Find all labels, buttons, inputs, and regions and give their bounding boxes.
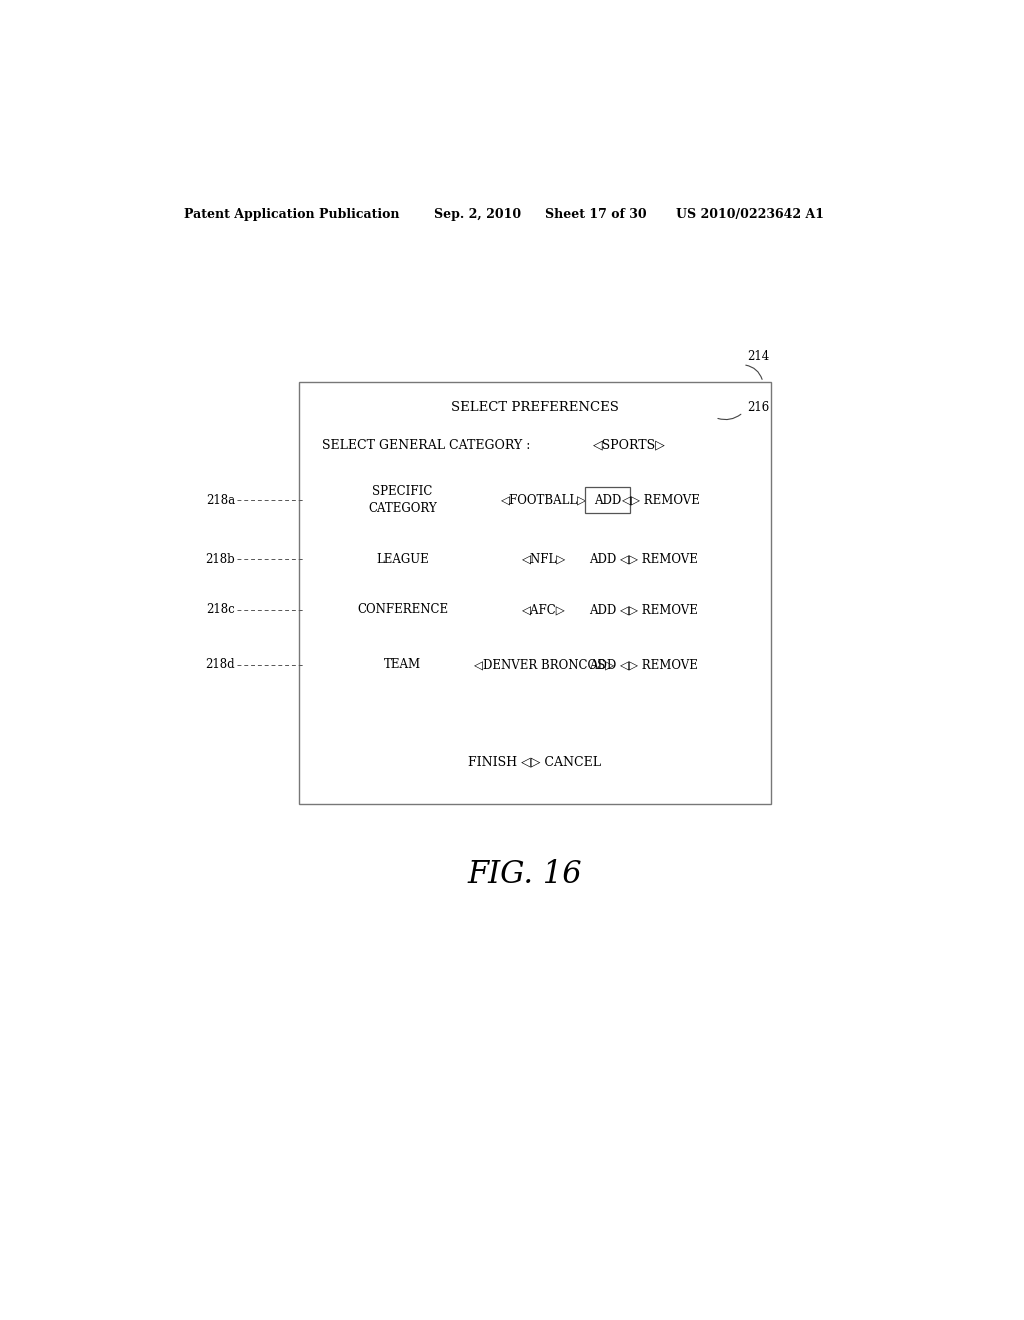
Bar [585, 487, 630, 513]
Text: SELECT GENERAL CATEGORY :: SELECT GENERAL CATEGORY : [322, 438, 530, 451]
Text: 218b: 218b [206, 553, 236, 566]
Text: ADD: ADD [594, 494, 621, 507]
Text: FINISH ◁▷ CANCEL: FINISH ◁▷ CANCEL [468, 755, 601, 768]
Text: ADD ◁▷ REMOVE: ADD ◁▷ REMOVE [589, 659, 697, 671]
Text: LEAGUE: LEAGUE [376, 553, 429, 566]
Text: 218d: 218d [206, 659, 236, 671]
Text: Sep. 2, 2010: Sep. 2, 2010 [433, 207, 520, 220]
Text: CONFERENCE: CONFERENCE [357, 603, 449, 616]
Text: ADD ◁▷ REMOVE: ADD ◁▷ REMOVE [589, 553, 697, 566]
Text: US 2010/0223642 A1: US 2010/0223642 A1 [676, 207, 823, 220]
Text: 218a: 218a [206, 494, 236, 507]
Text: ◁SPORTS▷: ◁SPORTS▷ [593, 438, 666, 451]
Text: TEAM: TEAM [384, 659, 421, 671]
Text: ◁DENVER BRONCOS▷: ◁DENVER BRONCOS▷ [474, 659, 614, 671]
Bar [299, 381, 771, 804]
Text: 214: 214 [748, 350, 769, 363]
Text: 218c: 218c [207, 603, 236, 616]
Text: ◁AFC▷: ◁AFC▷ [522, 603, 566, 616]
Text: Sheet 17 of 30: Sheet 17 of 30 [545, 207, 646, 220]
Text: ◁NFL▷: ◁NFL▷ [522, 553, 566, 566]
Text: Patent Application Publication: Patent Application Publication [183, 207, 399, 220]
Text: ◁▷ REMOVE: ◁▷ REMOVE [623, 494, 700, 507]
Text: ◁FOOTBALL▷: ◁FOOTBALL▷ [501, 494, 587, 507]
Text: FIG. 16: FIG. 16 [468, 859, 582, 891]
Text: SPECIFIC
CATEGORY: SPECIFIC CATEGORY [369, 486, 437, 515]
Text: ADD ◁▷ REMOVE: ADD ◁▷ REMOVE [589, 603, 697, 616]
Text: SELECT PREFERENCES: SELECT PREFERENCES [451, 401, 618, 413]
Text: 216: 216 [748, 401, 769, 414]
